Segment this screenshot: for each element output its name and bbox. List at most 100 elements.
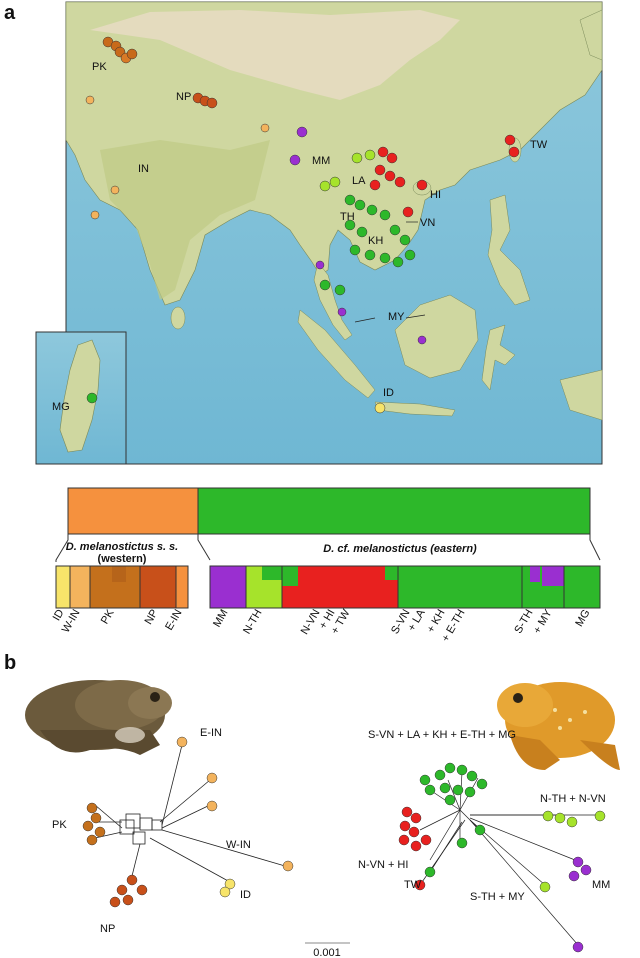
panel-a-letter: a [4, 2, 16, 24]
sri-lanka [170, 306, 186, 330]
sample-dot [334, 284, 346, 296]
network-node [456, 764, 468, 776]
network-node [434, 769, 446, 781]
east-label: N-TH [241, 607, 265, 636]
western-group-subtitle: (western) [98, 553, 147, 565]
sample-dot [315, 260, 325, 270]
net-label-sth: S-TH + MY [470, 891, 525, 903]
sample-dot [110, 185, 120, 195]
west-label: E-IN [163, 607, 184, 632]
sample-dot [377, 146, 389, 158]
network-node [474, 824, 486, 836]
madagascar [59, 339, 101, 453]
network-node [580, 864, 592, 876]
structure-bar-top [67, 487, 591, 535]
map-label-id: ID [383, 387, 394, 399]
sample-dot [504, 134, 516, 146]
network-node [439, 782, 451, 794]
western-nodes [82, 736, 294, 908]
network-node [176, 736, 188, 748]
east-label: MM [211, 608, 231, 630]
network-node [414, 879, 426, 891]
network-node [466, 770, 478, 782]
sample-dot [319, 180, 331, 192]
network-node [408, 826, 420, 838]
map: PK NP IN MM LA HI TH VN KH TW MY ID MG [35, 1, 603, 465]
sample-dot [384, 170, 396, 182]
sample-dot [394, 176, 406, 188]
sample-dot [260, 123, 270, 133]
sample-dot [90, 210, 100, 220]
map-label-tw: TW [530, 139, 548, 151]
sample-dot [349, 244, 361, 256]
eastern-group-title: D. cf. melanostictus (eastern) [323, 543, 477, 555]
network-node [594, 810, 606, 822]
network-node [542, 810, 554, 822]
east-label: MG [573, 608, 592, 629]
network-node [126, 874, 138, 886]
network-node [136, 884, 148, 896]
net-label-w-in: W-IN [226, 839, 251, 851]
net-label-e-in: E-IN [200, 727, 222, 739]
west-label: NP [143, 608, 161, 627]
western-toad-image [25, 680, 172, 755]
panel-b-letter: b [4, 652, 17, 674]
sample-dot [379, 252, 391, 264]
network-node [554, 812, 566, 824]
western-group-title: D. melanostictus s. s. [66, 541, 178, 553]
western-network [94, 744, 286, 883]
network-node [539, 881, 551, 893]
sample-dot [319, 279, 331, 291]
network-node [116, 884, 128, 896]
map-label-vn: VN [420, 217, 435, 229]
network-node [424, 784, 436, 796]
sample-dot [86, 392, 98, 404]
sample-dot [344, 219, 356, 231]
sample-dot [417, 335, 427, 345]
sample-dot [366, 204, 378, 216]
sample-dot [369, 179, 381, 191]
network-node [82, 820, 94, 832]
network-node [410, 812, 422, 824]
map-label-hi: HI [430, 189, 441, 201]
eastern-network [419, 771, 598, 946]
network-node [566, 816, 578, 828]
network-node [424, 866, 436, 878]
sample-dot [508, 146, 520, 158]
sample-dot [289, 154, 301, 166]
network-node [452, 784, 464, 796]
map-label-kh: KH [368, 235, 383, 247]
network-node [420, 834, 432, 846]
network-node [410, 840, 422, 852]
network-node [86, 802, 98, 814]
east-label: + MY [531, 607, 555, 636]
sample-dot [374, 164, 386, 176]
net-label-tw: TW [404, 879, 422, 891]
eastern-nodes [398, 762, 606, 953]
map-label-mm: MM [312, 155, 330, 167]
borneo [394, 294, 479, 379]
net-label-nvn: N-VN + HI [358, 859, 408, 871]
structure-labels: ID W-IN PK NP E-IN MM N-TH N-VN + HI + T… [51, 607, 593, 644]
west-label: ID [51, 607, 67, 623]
network-node [419, 774, 431, 786]
network-node [94, 826, 106, 838]
network-node [206, 800, 218, 812]
network-node [122, 894, 134, 906]
network-node [572, 856, 584, 868]
network-node [464, 786, 476, 798]
sample-dot [351, 152, 363, 164]
network-node [90, 812, 102, 824]
scale-bar: 0.001 [305, 942, 350, 958]
sample-dot [85, 95, 95, 105]
net-label-id: ID [240, 889, 251, 901]
sample-dot [364, 249, 376, 261]
sample-dot [404, 249, 416, 261]
net-label-east-top: S-VN + LA + KH + E-TH + MG [368, 729, 516, 741]
sample-dot [389, 224, 401, 236]
network-node [456, 837, 468, 849]
net-label-mm: MM [592, 879, 610, 891]
network-node [282, 860, 294, 872]
sample-dot [126, 48, 138, 60]
